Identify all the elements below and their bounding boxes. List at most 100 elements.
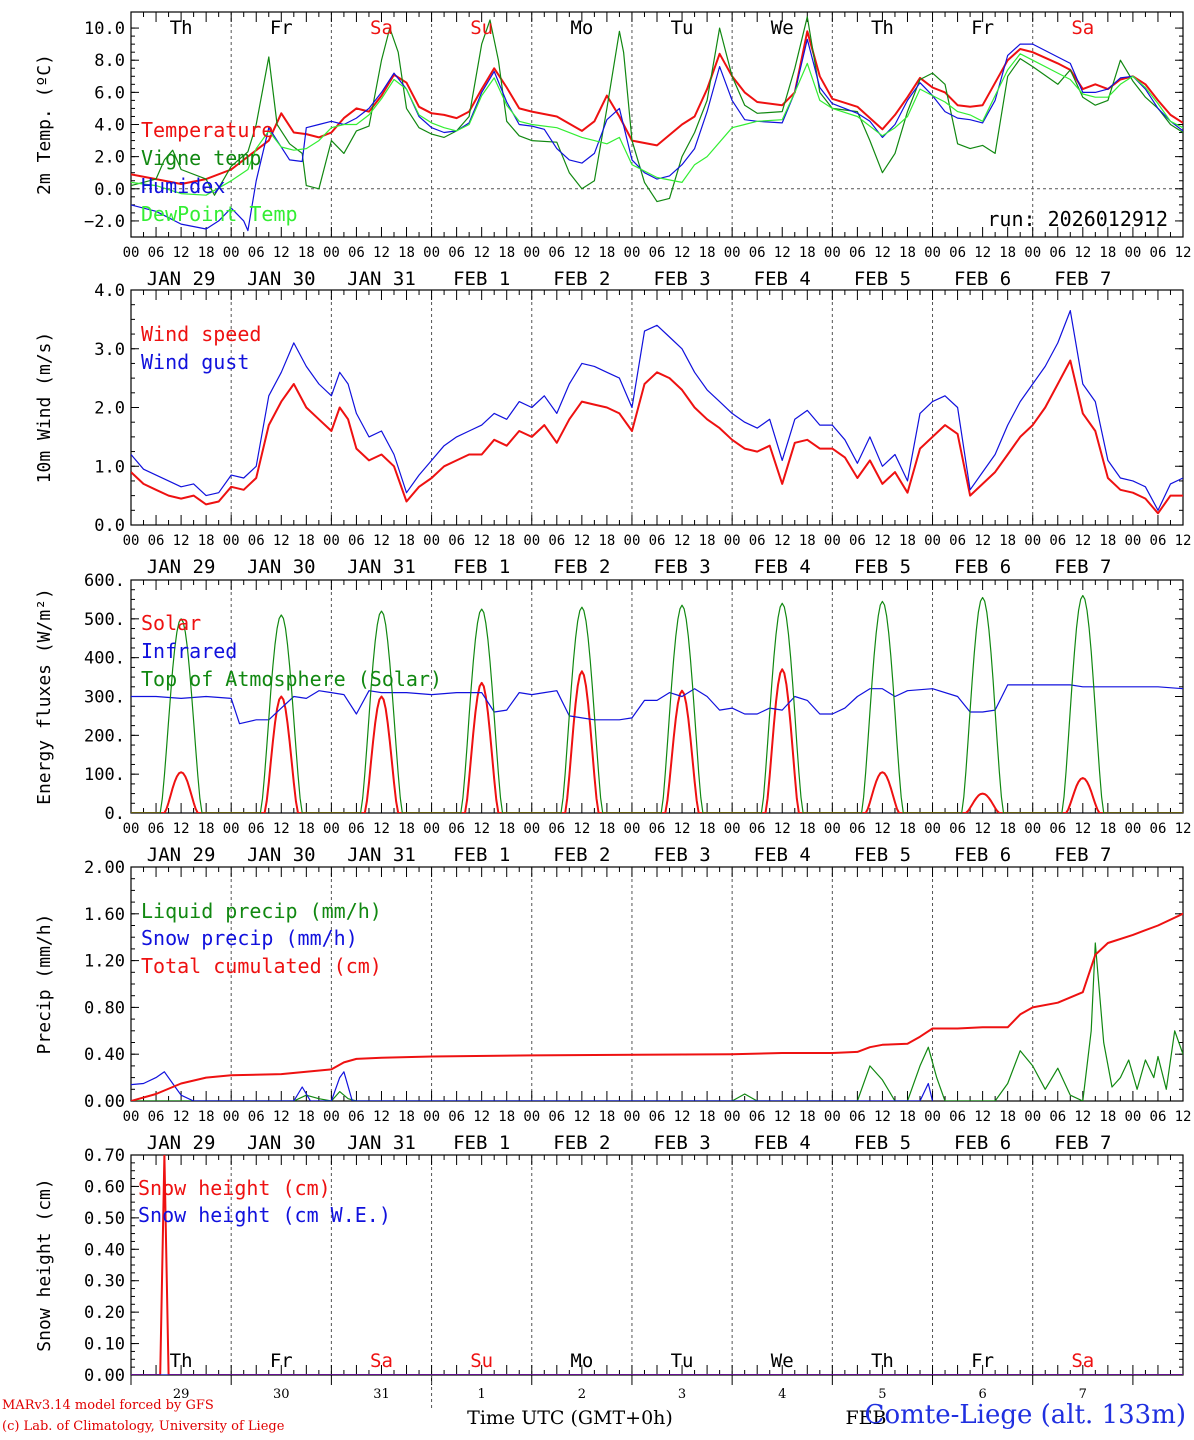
x-date-label: FEB 5 [854, 1132, 911, 1154]
x-hour-label: 18 [999, 1109, 1016, 1125]
y-tick-label: −2.0 [84, 212, 125, 232]
x-hour-label: 06 [1150, 1109, 1167, 1125]
x-hour-label: 00 [423, 821, 440, 837]
weekday-label: We [771, 17, 794, 39]
y-tick-label: 600. [84, 571, 125, 591]
x-hour-label: 12 [573, 821, 590, 837]
x-date-label: FEB 5 [854, 268, 911, 290]
series-line-solar [131, 668, 1183, 813]
weekday-label: Mo [570, 1350, 593, 1372]
x-hour-label: 06 [749, 1109, 766, 1125]
x-hour-label: 18 [1099, 245, 1116, 261]
x-hour-label: 00 [924, 533, 941, 549]
x-date-label: FEB 2 [553, 1132, 610, 1154]
x-hour-label: 06 [649, 245, 666, 261]
weekday-label: Sa [370, 1350, 393, 1372]
x-hour-label: 06 [548, 533, 565, 549]
x-hour-label: 12 [974, 1109, 991, 1125]
x-hour-label: 12 [1175, 821, 1192, 837]
x-date-label: JAN 31 [347, 844, 416, 866]
y-tick-label: 0.10 [84, 1335, 125, 1355]
x-hour-label: 00 [123, 1109, 140, 1125]
weekday-label: Su [470, 1350, 493, 1372]
x-hour-label: 12 [173, 1109, 190, 1125]
x-date-label: JAN 29 [147, 268, 216, 290]
x-date-label: FEB 6 [954, 556, 1011, 578]
y-axis-label: 10m Wind (m/s) [34, 332, 55, 484]
x-date-label: JAN 31 [347, 556, 416, 578]
x-hour-label: 06 [148, 821, 165, 837]
y-tick-label: 0.80 [84, 998, 125, 1018]
x-hour-label: 06 [1150, 821, 1167, 837]
y-tick-label: 8.0 [94, 51, 125, 71]
x-hour-label: 00 [323, 821, 340, 837]
weekday-label: Sa [1071, 1350, 1094, 1372]
y-axis-label: Precip (mm/h) [34, 914, 55, 1055]
y-axis-label: Energy fluxes (W/m²) [34, 588, 55, 805]
x-date-label: FEB 4 [754, 844, 811, 866]
x-hour-label: 12 [974, 821, 991, 837]
y-tick-label: 200. [84, 726, 125, 746]
y-tick-label: 4.0 [94, 116, 125, 136]
x-hour-label: 18 [198, 245, 215, 261]
y-tick-label: 1.0 [94, 457, 125, 477]
x-hour-label: 00 [724, 1109, 741, 1125]
series-line-vigne-temp [131, 16, 1183, 203]
panel-precip: 0.00 0.40 0.80 1.20 1.60 2.00 Precip (mm/h) 00 0… [34, 858, 1191, 1154]
y-tick-label: 0.50 [84, 1209, 125, 1229]
credit-line-1: MARv3.14 model forced by GFS [2, 1398, 214, 1413]
x-hour-label: 00 [624, 245, 641, 261]
x-hour-label: 00 [624, 1109, 641, 1125]
x-hour-label: 18 [699, 245, 716, 261]
x-hour-label: 18 [198, 821, 215, 837]
x-hour-label: 06 [248, 245, 265, 261]
x-hour-label: 00 [123, 245, 140, 261]
x-hour-label: 06 [649, 821, 666, 837]
x-hour-label: 00 [1124, 821, 1141, 837]
x-hour-label: 06 [849, 1109, 866, 1125]
x-hour-label: 06 [749, 533, 766, 549]
x-hour-label: 06 [849, 245, 866, 261]
x-hour-label: 06 [148, 1109, 165, 1125]
x-hour-label: 06 [649, 1109, 666, 1125]
x-hour-label: 06 [949, 533, 966, 549]
x-hour-label: 00 [924, 1109, 941, 1125]
x-hour-label: 06 [849, 821, 866, 837]
x-hour-label: 18 [1099, 533, 1116, 549]
x-date-label: FEB 1 [453, 268, 510, 290]
x-hour-label: 18 [899, 533, 916, 549]
x-hour-label: 12 [573, 1109, 590, 1125]
x-hour-label: 12 [1074, 821, 1091, 837]
x-hour-label: 12 [273, 245, 290, 261]
x-hour-label: 00 [724, 533, 741, 549]
x-date-label: JAN 29 [147, 556, 216, 578]
x-hour-label: 12 [1074, 1109, 1091, 1125]
day-number-label: 2 [578, 1387, 586, 1402]
legend-entry: Snow precip (mm/h) [141, 926, 358, 950]
x-hour-label: 18 [498, 1109, 515, 1125]
x-hour-label: 00 [824, 245, 841, 261]
x-hour-label: 06 [348, 1109, 365, 1125]
x-hour-label: 12 [573, 245, 590, 261]
x-hour-label: 18 [298, 533, 315, 549]
x-hour-label: 12 [1175, 245, 1192, 261]
x-hour-label: 12 [173, 821, 190, 837]
weekday-label: Fr [971, 1350, 994, 1372]
x-hour-label: 12 [373, 821, 390, 837]
weekday-label: Tu [671, 17, 694, 39]
x-hour-label: 12 [1074, 245, 1091, 261]
x-hour-label: 12 [473, 245, 490, 261]
x-date-label: FEB 6 [954, 268, 1011, 290]
x-hour-label: 12 [373, 245, 390, 261]
day-number-label: 29 [173, 1387, 190, 1402]
x-hour-label: 06 [849, 533, 866, 549]
x-hour-label: 12 [1074, 533, 1091, 549]
x-hour-label: 00 [824, 533, 841, 549]
x-date-label: FEB 3 [653, 844, 710, 866]
x-hour-label: 00 [724, 821, 741, 837]
x-hour-label: 06 [248, 533, 265, 549]
x-hour-label: 00 [523, 533, 540, 549]
weekday-label: Sa [370, 17, 393, 39]
x-date-label: JAN 30 [247, 268, 316, 290]
y-tick-label: 0.70 [84, 1146, 125, 1166]
